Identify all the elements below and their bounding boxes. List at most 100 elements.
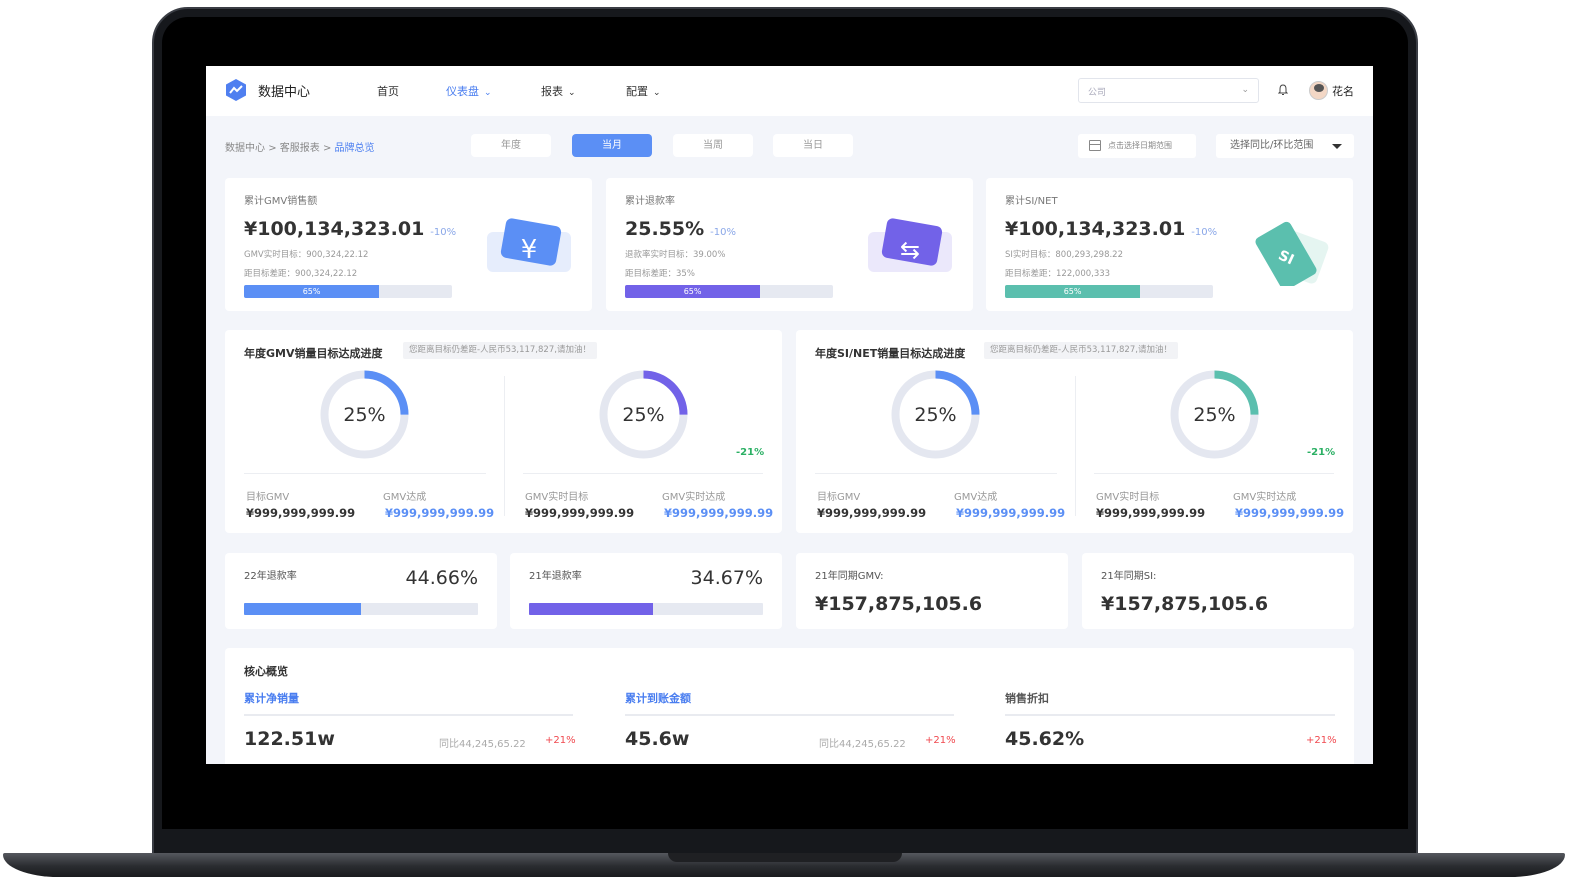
period-tab-year[interactable]: 年度 (471, 134, 551, 157)
metric-label[interactable]: 累计净销量 (244, 692, 299, 705)
chevron-down-icon: ⌄ (1241, 85, 1249, 95)
card-title: 年度GMV销量目标达成进度 (244, 347, 383, 360)
progress-ring (599, 370, 688, 459)
chevron-down-icon: ⌄ (653, 88, 661, 98)
metric-value: 122.51w (244, 728, 335, 750)
kpi-value-text: ¥100,134,323.01 (1005, 218, 1186, 240)
breadcrumb-item[interactable]: 客服报表 (279, 143, 320, 154)
kpi-value-text: 25.55% (625, 218, 705, 240)
card-title: 核心概览 (244, 665, 288, 678)
kpi-progress-bar: 65% (244, 285, 452, 298)
top-navigation-bar: 数据中心 首页 仪表盘 ⌄ 报表 ⌄ 配置 ⌄ 公司 ⌄ 花名 (206, 66, 1373, 116)
breadcrumb: 数据中心 > 客服报表 > 品牌总览 (225, 139, 375, 154)
refund-rate-21-card: 21年退款率 34.67% (510, 553, 782, 629)
metric-label[interactable]: 累计到账金额 (625, 692, 691, 705)
kpi-icon-glyph: ⇆ (900, 236, 920, 264)
kpi-card-gmv: 累计GMV销售额 ¥100,134,323.01 -10% GMV实时目标：900… (225, 178, 592, 311)
stat-value: ¥999,999,999.99 (246, 506, 356, 520)
kpi-change: -10% (710, 227, 736, 238)
nav-reports[interactable]: 报表 ⌄ (541, 83, 576, 99)
ring-delta: -21% (1307, 447, 1336, 458)
progress-ring (1170, 370, 1259, 459)
divider (1005, 714, 1335, 716)
kpi-card-refund: 累计退款率 25.55% -10% 退款率实时目标：39.00% 距目标差距：35… (606, 178, 973, 311)
stat-value: ¥999,999,999.99 (525, 506, 635, 520)
stat-percent: 44.66% (405, 567, 478, 589)
stat-value: ¥999,999,999.99 (1235, 506, 1345, 520)
stat-value: ¥999,999,999.99 (664, 506, 774, 520)
stat-label: 目标GMV (817, 492, 861, 503)
stat-label: GMV实时目标 (1096, 492, 1160, 503)
refund-bar-fill (244, 603, 361, 615)
kpi-value: 25.55% -10% (625, 218, 736, 240)
chevron-down-icon: ⌄ (568, 88, 576, 98)
kpi-progress-bar: 65% (625, 285, 833, 298)
nav-home[interactable]: 首页 (377, 83, 399, 99)
refund-rate-22-card: 22年退款率 44.66% (225, 553, 497, 629)
kpi-change: -10% (430, 227, 457, 238)
stat-value: ¥999,999,999.99 (956, 506, 1066, 520)
kpi-target: SI实时目标：800,293,298.22 (1005, 250, 1123, 260)
metric-value: 45.62% (1005, 728, 1085, 750)
bell-icon[interactable] (1278, 84, 1288, 96)
nav-dashboard[interactable]: 仪表盘 ⌄ (446, 83, 492, 99)
metric-label[interactable]: 销售折扣 (1005, 692, 1049, 705)
breadcrumb-item[interactable]: 数据中心 (225, 143, 265, 154)
kpi-target: GMV实时目标：900,324,22.12 (244, 250, 369, 260)
kpi-value: ¥100,134,323.01 -10% (244, 218, 456, 240)
divider (1075, 376, 1076, 516)
divider (1094, 473, 1334, 474)
kpi-gap: 距目标差距：122,000,333 (1005, 269, 1111, 279)
divider (504, 376, 505, 516)
stat-percent: 34.67% (690, 567, 763, 589)
core-overview-card: 核心概览 累计净销量 122.51w 同比44,245,65.22 +21% 累… (225, 648, 1354, 764)
period-tab-day[interactable]: 当日 (773, 134, 853, 157)
company-select[interactable]: 公司 ⌄ (1078, 78, 1259, 103)
user-name[interactable]: 花名 (1332, 85, 1354, 98)
same-period-si-card: 21年同期SI: ¥157,875,105.6 (1082, 553, 1354, 629)
nav-config[interactable]: 配置 ⌄ (626, 83, 661, 99)
stat-label: GMV达成 (954, 492, 998, 503)
date-range-label: 点击选择日期范围 (1108, 141, 1172, 150)
gap-tip: 您距离目标仍差距-人民币53,117,827,请加油！ (984, 342, 1178, 359)
compare-range-select[interactable]: 选择同比/环比范围 (1216, 134, 1354, 158)
date-range-picker[interactable]: 点击选择日期范围 (1078, 134, 1196, 158)
divider (244, 473, 486, 474)
kpi-value-text: ¥100,134,323.01 (244, 218, 425, 240)
progress-ring (320, 370, 409, 459)
metric-compare: 同比44,245,65.22 (439, 739, 526, 750)
avatar[interactable] (1309, 81, 1328, 100)
refund-bar (244, 603, 478, 615)
stat-value: ¥999,999,999.99 (1096, 506, 1206, 520)
dashboard-screen: 数据中心 首页 仪表盘 ⌄ 报表 ⌄ 配置 ⌄ 公司 ⌄ 花名 数据中心 > 客服报表… (206, 66, 1373, 764)
calendar-icon (1089, 140, 1101, 151)
metric-value: 45.6w (625, 728, 690, 750)
stat-label: GMV实时达成 (1233, 492, 1297, 503)
refund-transfer-icon: ⇆ (868, 218, 952, 272)
nav-reports-label: 报表 (541, 85, 563, 98)
brand-name: 数据中心 (258, 85, 311, 100)
stat-value: ¥999,999,999.99 (385, 506, 495, 520)
ring-percent: 25% (914, 404, 957, 426)
nav-home-label: 首页 (377, 85, 399, 98)
ring-percent: 25% (343, 404, 386, 426)
yuan-ticket-icon: ¥ (487, 218, 571, 272)
kpi-icon-glyph: ¥ (521, 235, 538, 265)
stat-title: 21年退款率 (529, 571, 582, 582)
si-tag-icon: SI (1255, 221, 1329, 286)
divider (815, 473, 1057, 474)
period-tab-week[interactable]: 当周 (673, 134, 753, 157)
divider (523, 473, 763, 474)
metric-change: +21% (925, 735, 956, 746)
period-tab-month[interactable]: 当月 (572, 134, 652, 157)
kpi-progress-fill: 65% (625, 285, 761, 298)
kpi-target: 退款率实时目标：39.00% (625, 250, 726, 260)
stat-label: GMV实时目标 (525, 492, 589, 503)
kpi-title: 累计SI/NET (1005, 196, 1058, 207)
kpi-value: ¥100,134,323.01 -10% (1005, 218, 1217, 240)
kpi-title: 累计退款率 (625, 196, 675, 207)
data-center-logo-icon[interactable] (224, 78, 248, 102)
kpi-card-si-net: 累计SI/NET ¥100,134,323.01 -10% SI实时目标：800,… (986, 178, 1353, 311)
stat-value: ¥157,875,105.6 (815, 593, 983, 615)
kpi-gap: 距目标差距：35% (625, 269, 695, 279)
